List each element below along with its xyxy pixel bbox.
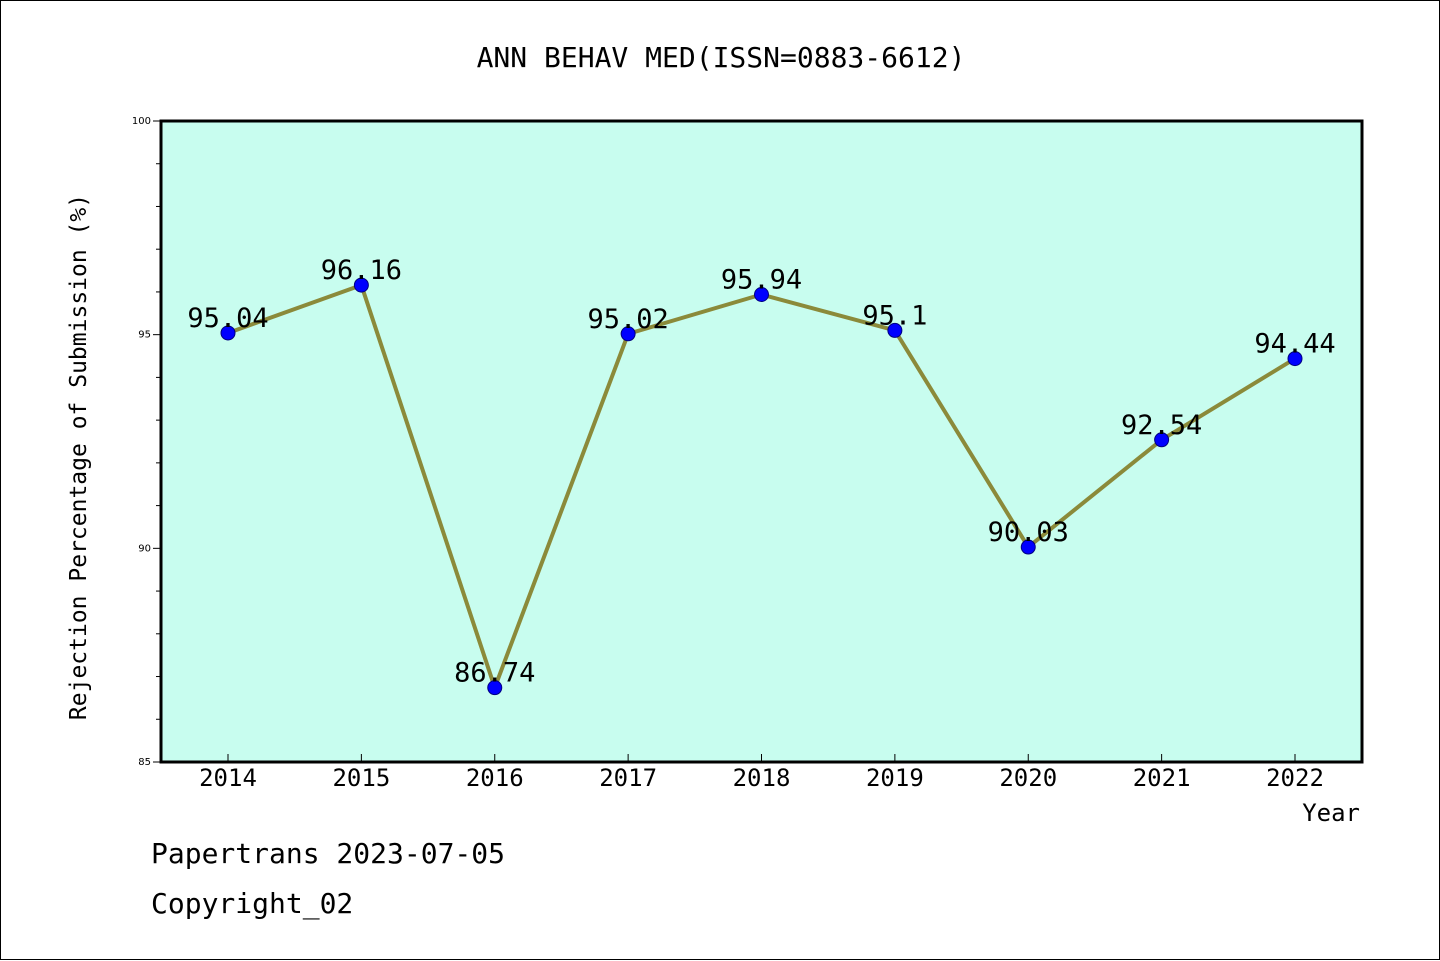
data-point bbox=[1020, 539, 1036, 555]
data-label: 92.54 bbox=[1121, 410, 1202, 441]
data-label: 95.02 bbox=[587, 304, 668, 335]
y-tick-label: 85 bbox=[138, 757, 151, 768]
x-tick-label: 2017 bbox=[599, 764, 657, 792]
x-tick-label: 2018 bbox=[733, 764, 791, 792]
x-tick-label: 2021 bbox=[1133, 764, 1191, 792]
x-tick-label: 2016 bbox=[466, 764, 524, 792]
x-tick-label: 2015 bbox=[332, 764, 390, 792]
y-tick-label: 100 bbox=[132, 116, 151, 127]
data-label: 94.44 bbox=[1254, 329, 1335, 360]
data-point bbox=[754, 286, 769, 302]
data-point bbox=[1154, 432, 1170, 448]
x-axis: 2014 2015 2016 2017 2018 2019 2020 2021 2022 bbox=[199, 754, 1324, 792]
y-axis: 85 90 95 100 bbox=[132, 116, 161, 768]
x-tick-label: 2014 bbox=[199, 764, 257, 792]
data-labels-group: 95.04 96.16 86.74 95.02 95.94 95.1 90.03 92.54 9… bbox=[187, 255, 1335, 689]
y-axis-label: Rejection Percentage of Submission (%) bbox=[66, 194, 92, 720]
y-tick-label: 90 bbox=[138, 543, 151, 554]
data-point bbox=[353, 277, 369, 293]
data-point bbox=[220, 325, 236, 341]
copyright-text: Copyright_02 bbox=[151, 887, 354, 920]
plot-area bbox=[159, 119, 1364, 764]
data-point bbox=[887, 322, 903, 338]
x-tick-label: 2022 bbox=[1266, 764, 1324, 792]
data-label: 95.04 bbox=[187, 303, 268, 334]
data-label: 96.16 bbox=[321, 255, 402, 286]
data-label: 86.74 bbox=[454, 658, 535, 689]
x-tick-label: 2020 bbox=[999, 764, 1057, 792]
data-point bbox=[487, 680, 503, 696]
data-label: 95.1 bbox=[862, 300, 927, 331]
data-label: 90.03 bbox=[988, 517, 1069, 548]
data-label: 95.94 bbox=[721, 264, 802, 295]
x-axis-label: Year bbox=[1302, 799, 1360, 827]
data-point bbox=[1287, 351, 1303, 367]
x-tick-label: 2019 bbox=[866, 764, 924, 792]
data-point bbox=[620, 326, 636, 342]
y-tick-label: 95 bbox=[138, 330, 151, 341]
series-line-group bbox=[220, 277, 1303, 696]
chart-title: ANN BEHAV MED(ISSN=0883-6612) bbox=[477, 41, 966, 74]
source-date-text: Papertrans 2023-07-05 bbox=[151, 837, 506, 870]
